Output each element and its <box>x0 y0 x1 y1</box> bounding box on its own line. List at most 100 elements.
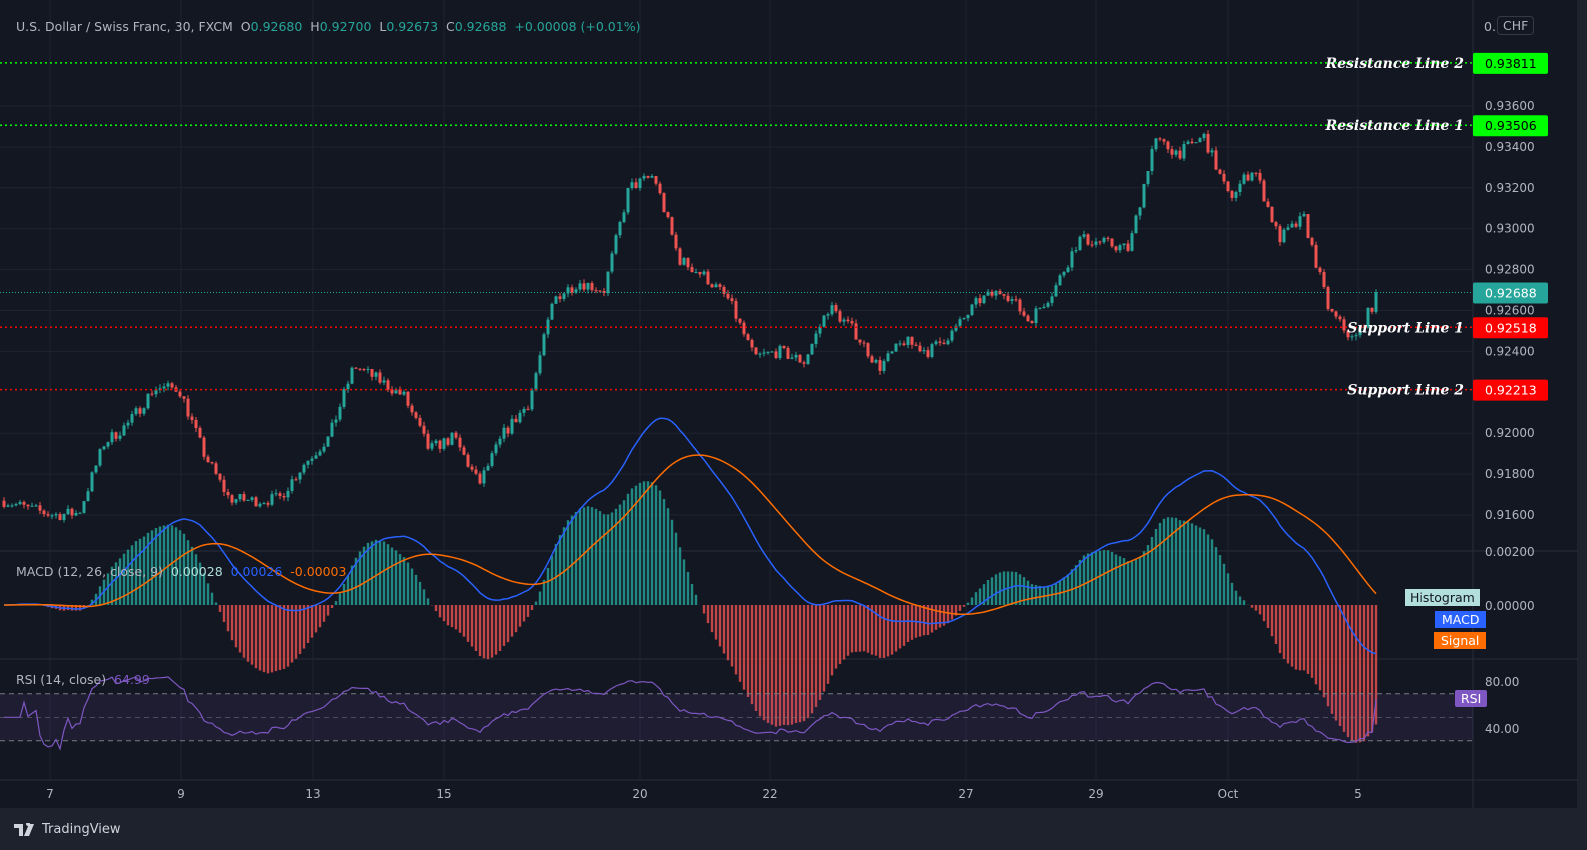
candle-body <box>798 354 802 363</box>
candle-body <box>230 495 234 503</box>
macd-histogram-bar <box>1178 520 1182 605</box>
candle-body <box>622 212 626 223</box>
macd-histogram-bar <box>754 605 758 711</box>
candle-body <box>1146 171 1150 184</box>
candle-body <box>234 499 238 503</box>
chart-canvas[interactable]: 7 9 13 15 20 22 27 29 Oct 5 0.93600 0.93400 0.93200 0… <box>0 0 1578 808</box>
macd-histogram-bar <box>450 605 454 628</box>
candle-body <box>730 298 734 302</box>
macd-histogram-bar <box>1066 574 1070 605</box>
macd-histogram-bar <box>146 532 150 605</box>
macd-histogram-bar <box>770 605 774 725</box>
candle-body <box>346 383 350 390</box>
candle-body <box>318 451 322 456</box>
candle-body <box>602 290 606 294</box>
candle-body <box>1182 144 1186 159</box>
macd-histogram-bar <box>470 605 474 647</box>
candle-body <box>114 432 118 439</box>
macd-histogram-bar <box>478 605 482 657</box>
macd-histogram-bar <box>662 499 666 605</box>
candle-body <box>1270 206 1274 223</box>
macd-histogram-bar <box>234 605 238 648</box>
candle-body <box>838 311 842 322</box>
candle-body <box>646 175 650 178</box>
symbol-legend: U.S. Dollar / Swiss Franc, 30, FXCM O0.9… <box>16 19 640 34</box>
candle-body <box>702 271 706 275</box>
candle-body <box>450 432 454 445</box>
time-axis-label: 9 <box>177 787 185 801</box>
macd-histogram-bar <box>502 605 506 646</box>
candle-body <box>10 505 14 507</box>
macd-histogram-bar <box>1018 574 1022 605</box>
candle-body <box>934 341 938 345</box>
candle-body <box>626 188 630 213</box>
candle-body <box>366 369 370 371</box>
macd-histogram-bar <box>366 542 370 605</box>
candle-body <box>658 183 662 194</box>
candle-body <box>30 505 34 507</box>
candle-body <box>1286 227 1290 230</box>
macd-histogram-bar <box>1350 605 1354 741</box>
macd-histogram-bar <box>402 557 406 605</box>
macd-histogram-bar <box>974 592 978 605</box>
macd-histogram-bar <box>606 514 610 605</box>
candle-body <box>362 369 366 371</box>
macd-histogram-bar <box>790 605 794 725</box>
macd-histogram-bar <box>886 605 890 657</box>
macd-histogram-bar <box>1010 571 1014 605</box>
price-axis-label: 0.93200 <box>1485 181 1535 195</box>
macd-histogram-bar <box>1358 605 1362 743</box>
macd-histogram-bar <box>878 605 882 658</box>
candle-body <box>274 493 278 495</box>
candle-body <box>14 504 18 506</box>
tradingview-logo[interactable]: TradingView <box>14 822 121 837</box>
macd-histogram-bar <box>1098 550 1102 605</box>
candle-body <box>1018 299 1022 312</box>
histogram-tag: Histogram <box>1405 589 1480 606</box>
candle-body <box>438 440 442 449</box>
macd-histogram-bar <box>382 541 386 605</box>
macd-histogram-bar <box>330 605 334 609</box>
candle-body <box>1190 141 1194 144</box>
macd-histogram-bar <box>1138 556 1142 605</box>
candle-body <box>854 323 858 340</box>
currency-button[interactable]: CHF <box>1497 16 1535 35</box>
candle-body <box>402 391 406 395</box>
price-axis-label: 0.91800 <box>1485 467 1535 481</box>
candle-body <box>538 355 542 374</box>
macd-histogram-bar <box>526 605 530 617</box>
macd-histogram-bar <box>186 540 190 605</box>
candle-body <box>1358 326 1362 336</box>
candle-body <box>1282 229 1286 243</box>
candle-body <box>1226 181 1230 192</box>
candle-body <box>178 391 182 397</box>
rsi-tag: RSI <box>1455 690 1488 707</box>
candle-body <box>870 356 874 363</box>
candle-body <box>790 357 794 359</box>
candle-body <box>490 453 494 466</box>
macd-histogram-bar <box>622 500 626 605</box>
macd-histogram-bar <box>570 515 574 605</box>
candle-body <box>518 412 522 423</box>
candle-body <box>910 336 914 345</box>
candle-body <box>1078 236 1082 251</box>
macd-histogram-bar <box>1118 556 1122 605</box>
candle-body <box>278 493 282 497</box>
low-label: L <box>379 19 387 34</box>
macd-histogram-bar <box>942 605 946 626</box>
macd-histogram-bar <box>530 605 534 611</box>
candle-body <box>534 373 538 391</box>
brand-name: TradingView <box>42 822 121 837</box>
open-label: O <box>240 19 251 34</box>
candle-body <box>290 479 294 491</box>
candle-body <box>858 339 862 343</box>
macd-histogram-bar <box>822 605 826 692</box>
level-label: Resistance Line 1 <box>1324 118 1464 134</box>
candle-body <box>378 372 382 383</box>
macd-histogram-bar <box>1050 585 1054 605</box>
macd-histogram-bar <box>786 605 790 726</box>
macd-histogram-bar <box>270 605 274 673</box>
macd-histogram-bar <box>422 589 426 605</box>
chart-svg[interactable]: 7 9 13 15 20 22 27 29 Oct 5 0.93600 0.93400 0.93200 0… <box>0 0 1578 808</box>
macd-histogram-bar <box>210 592 214 605</box>
